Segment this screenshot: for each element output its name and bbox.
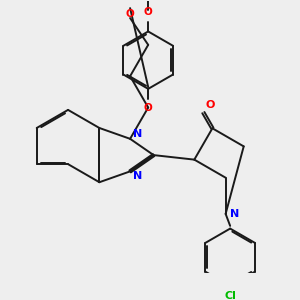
Text: O: O xyxy=(205,100,214,110)
Text: Cl: Cl xyxy=(224,291,236,300)
Text: N: N xyxy=(133,171,142,181)
Text: O: O xyxy=(126,8,134,19)
Text: O: O xyxy=(144,103,153,113)
Text: O: O xyxy=(144,7,153,17)
Text: N: N xyxy=(133,129,142,139)
Text: N: N xyxy=(230,209,239,219)
